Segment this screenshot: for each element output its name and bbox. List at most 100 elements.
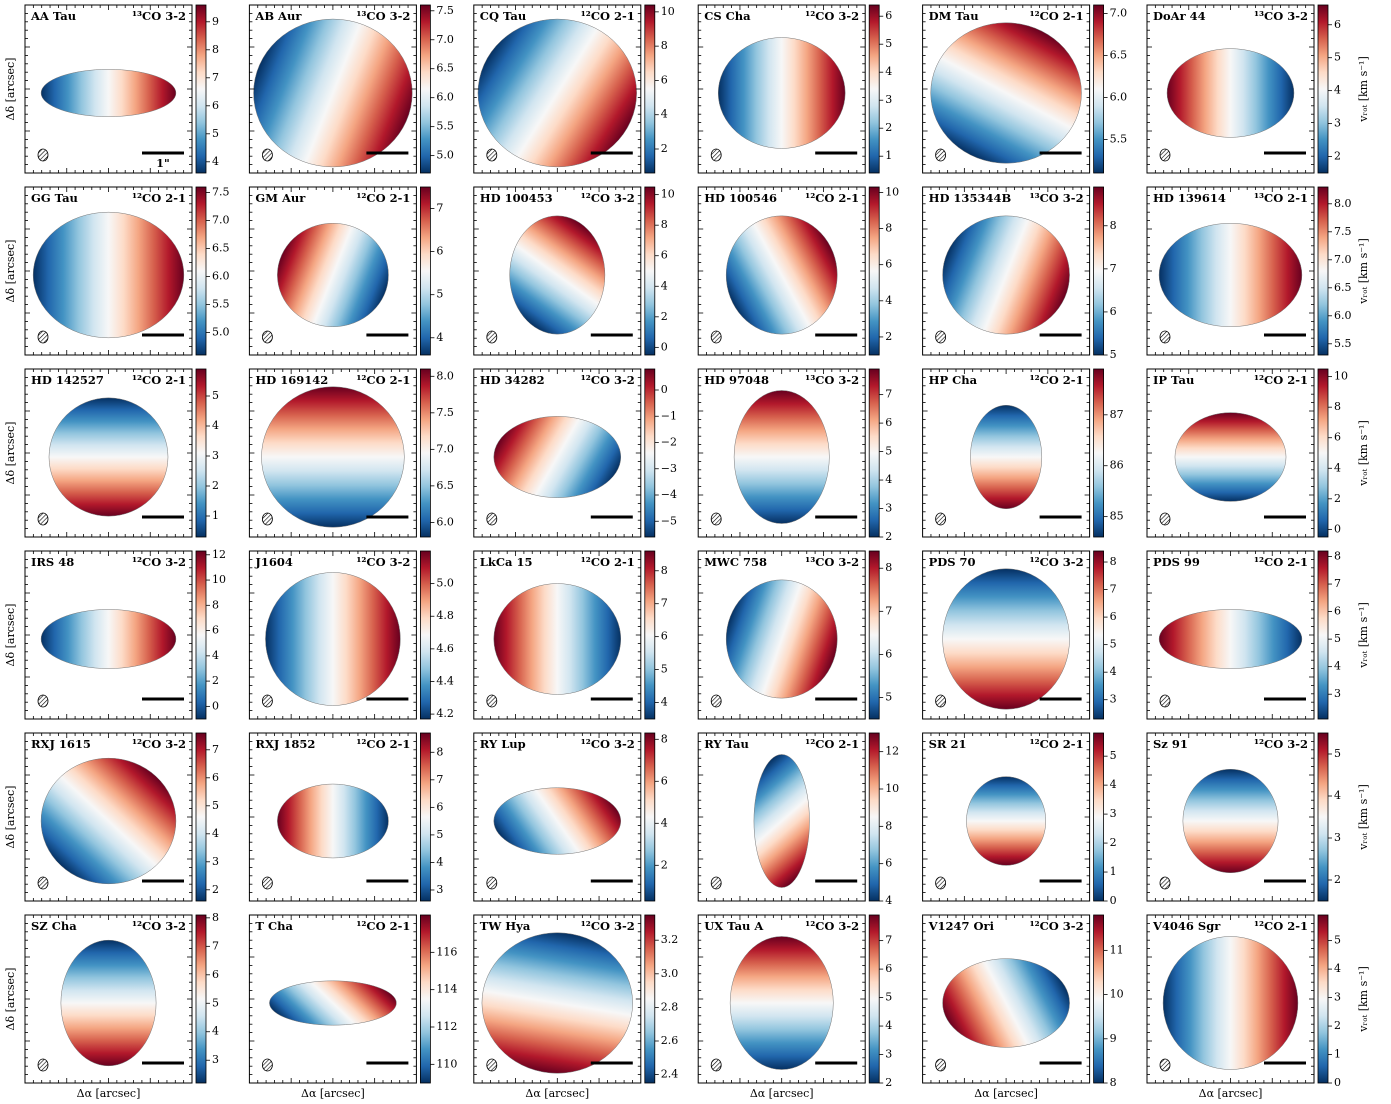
panel: V1247 Ori ¹²CO 3-2 8 9 10 11 Δα [arcsec] <box>922 914 1124 1100</box>
beam <box>935 1058 946 1072</box>
colorbar-tick-label: 3 <box>212 449 219 462</box>
line-label: ¹²CO 3-2 <box>132 737 186 751</box>
line-label: ¹²CO 2-1 <box>132 191 186 205</box>
beam <box>261 694 273 708</box>
colorbar-tick-label: 6.5 <box>436 479 454 492</box>
colorbar-tick-label: 4 <box>1334 962 1341 975</box>
colorbar-tick-label: 5 <box>212 996 219 1009</box>
beam <box>37 1058 49 1072</box>
beam <box>710 512 722 526</box>
colorbar-tick-label: 5 <box>1334 632 1341 645</box>
panel-title: HD 97048 <box>704 373 769 387</box>
panel: RXJ 1615 ¹²CO 3-2 2 3 4 5 6 7 Δδ [arcsec] <box>4 732 219 902</box>
x-axis-label: Δα [arcsec] <box>750 1087 814 1100</box>
panel: HD 100546 ¹²CO 2-1 2 4 6 8 10 <box>697 185 899 356</box>
beam <box>37 694 49 708</box>
colorbar-tick-label: 2 <box>661 310 668 323</box>
panel: IP Tau ¹²CO 2-1 0 2 4 6 8 10 vᵣₒₜ [km s⁻¹] <box>1146 368 1370 538</box>
colorbar-tick-label: 5.0 <box>212 326 230 339</box>
velocity-map <box>253 18 413 168</box>
colorbar-tick-label: 10 <box>885 782 899 795</box>
panel-title: PDS 70 <box>929 555 976 569</box>
colorbar-tick-label: 4 <box>212 155 219 168</box>
colorbar-tick-label: 1 <box>1110 865 1117 878</box>
colorbar-tick-label: 3 <box>1110 807 1117 820</box>
line-label: ¹²CO 3-2 <box>805 9 859 23</box>
panel-title: CS Cha <box>704 9 751 23</box>
colorbar-tick-label: 5 <box>436 828 443 841</box>
panel-title: GM Aur <box>255 191 306 205</box>
colorbar-tick-label: 4 <box>661 816 668 829</box>
colorbar-tick-label: 9 <box>212 15 219 28</box>
colorbar-label: vᵣₒₜ [km s⁻¹] <box>1357 56 1370 123</box>
panel: J1604 ¹²CO 3-2 4.2 4.4 4.6 4.8 5.0 <box>248 550 454 720</box>
colorbar-tick-label: 4 <box>212 827 219 840</box>
line-label: ¹³CO 3-2 <box>356 9 410 23</box>
colorbar-tick-label: 4 <box>436 855 443 868</box>
x-axis-label: Δα [arcsec] <box>77 1087 141 1100</box>
colorbar <box>1317 368 1329 538</box>
colorbar-tick-label: 5 <box>212 389 219 402</box>
colorbar-tick-label: 112 <box>436 1020 457 1033</box>
colorbar-tick-label: 12 <box>212 548 226 561</box>
beam <box>710 694 722 708</box>
beam <box>710 876 722 890</box>
colorbar-tick-label: 3 <box>436 883 443 896</box>
line-label: ¹²CO 2-1 <box>356 737 410 751</box>
colorbar-tick-label: 2 <box>661 142 668 155</box>
colorbar <box>419 732 431 902</box>
line-label: ¹³CO 3-2 <box>1254 9 1308 23</box>
velocity-map <box>509 215 606 335</box>
colorbar-tick-label: 8 <box>661 564 668 577</box>
colorbar-tick-label: 7 <box>661 597 668 610</box>
colorbar-tick-label: 5.5 <box>436 120 454 133</box>
colorbar-tick-label: 6 <box>885 258 892 271</box>
velocity-map <box>493 583 622 695</box>
colorbar-tick-label: 2 <box>1334 873 1341 886</box>
colorbar-tick-label: 8 <box>1110 555 1117 568</box>
colorbar <box>1093 368 1104 538</box>
colorbar-tick-label: 5 <box>885 991 892 1004</box>
line-label: ¹²CO 2-1 <box>1254 373 1308 387</box>
colorbar <box>868 4 880 174</box>
colorbar-tick-label: 8 <box>661 39 668 52</box>
panel: V4046 Sgr ¹²CO 2-1 0 1 2 3 4 5 Δα [arcsec] vᵣₒₜ [… <box>1146 914 1370 1100</box>
colorbar <box>1317 4 1329 174</box>
colorbar-tick-label: 7.5 <box>436 4 454 17</box>
colorbar-label: vᵣₒₜ [km s⁻¹] <box>1357 966 1370 1033</box>
colorbar-tick-label: 6.5 <box>1334 281 1352 294</box>
colorbar-tick-label: 3.0 <box>661 967 679 980</box>
colorbar-tick-label: 5 <box>885 37 892 50</box>
colorbar <box>419 550 431 720</box>
panel: AB Aur ¹³CO 3-2 5.0 5.5 6.0 6.5 7.0 7.5 <box>248 4 454 174</box>
beam <box>486 512 498 526</box>
colorbar-tick-label: 2 <box>885 530 892 543</box>
colorbar-tick-label: 10 <box>885 185 899 198</box>
beam <box>37 512 49 526</box>
panel-title: HD 100453 <box>480 191 553 205</box>
colorbar-tick-label: 7 <box>885 934 892 947</box>
beam <box>37 330 49 344</box>
panel-title: RXJ 1615 <box>31 737 91 751</box>
beam <box>261 512 273 526</box>
panel-title: SZ Cha <box>31 919 77 933</box>
colorbar-tick-label: 8 <box>661 732 668 745</box>
y-axis-label: Δδ [arcsec] <box>4 604 17 667</box>
colorbar-tick-label: 3.2 <box>661 933 679 946</box>
panel: CQ Tau ¹²CO 2-1 2 4 6 8 10 <box>473 4 675 174</box>
panel: HD 135344B ¹³CO 3-2 5 6 7 8 <box>922 186 1117 361</box>
colorbar-tick-label: 8.0 <box>1334 197 1352 210</box>
colorbar <box>1093 732 1104 902</box>
colorbar <box>1093 4 1104 174</box>
panel-title: RY Lup <box>480 737 526 751</box>
colorbar-tick-label: 8 <box>212 911 219 924</box>
panel-title: UX Tau A <box>704 919 764 933</box>
line-label: ¹²CO 2-1 <box>1030 9 1084 23</box>
colorbar-tick-label: 4 <box>885 65 892 78</box>
colorbar-tick-label: 7 <box>1110 262 1117 275</box>
colorbar-tick-label: 2 <box>1110 836 1117 849</box>
colorbar-tick-label: 2.6 <box>661 1034 679 1047</box>
colorbar-tick-label: 4 <box>661 696 668 709</box>
colorbar-tick-label: 4 <box>1110 665 1117 678</box>
colorbar-tick-label: 3 <box>212 1053 219 1066</box>
